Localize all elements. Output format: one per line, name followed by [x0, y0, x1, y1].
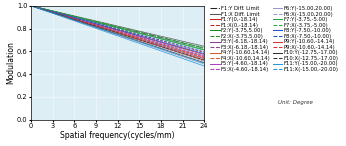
Legend: F1:Y Diff. Limit, F1:X Diff. Limit, F1:Y(0,-18.14), F1:X(0,-18.14), F2:Y(-3.75,5: F1:Y Diff. Limit, F1:X Diff. Limit, F1:Y… [210, 6, 338, 72]
X-axis label: Spatial frequency(cycles/mm): Spatial frequency(cycles/mm) [61, 131, 175, 140]
Text: Unit: Degree: Unit: Degree [279, 100, 313, 105]
Y-axis label: Modulation: Modulation [7, 41, 16, 84]
